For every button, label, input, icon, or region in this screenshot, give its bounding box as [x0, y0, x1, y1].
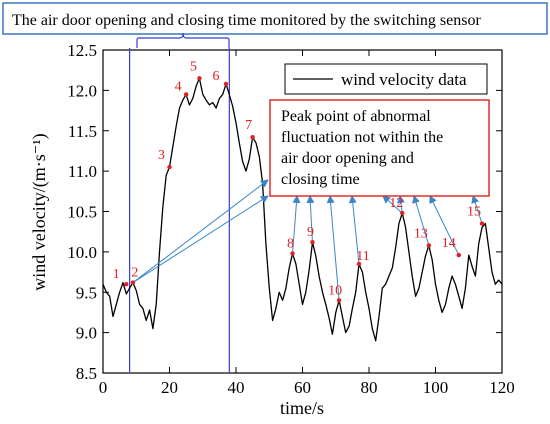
peak-marker-4: [183, 92, 189, 97]
callout-arrow-8: [292, 195, 301, 254]
callout-line-2: fluctuation not within the: [281, 129, 443, 146]
peak-label-6: 6: [213, 69, 220, 84]
callout-arrow-11: [348, 195, 360, 265]
top-note-text: The air door opening and closing time mo…: [12, 12, 481, 29]
peak-marker-2: [130, 280, 136, 285]
peak-marker-3: [167, 164, 172, 170]
callout-arrow-2: [132, 195, 269, 283]
peak-marker-14: [456, 252, 461, 258]
axis-ticks: 0 20 40 60 80 100 120 8.5 9.0 9.5 10.0 10.5 11.0 11.5…: [67, 41, 515, 397]
callout-line-4: closing time: [281, 171, 360, 188]
callout-arrow-13: [412, 195, 430, 246]
y-tick-label: 9.0: [76, 324, 97, 343]
peak-marker-15: [479, 221, 485, 226]
peak-marker-10: [336, 298, 342, 303]
x-tick-label: 80: [361, 378, 378, 397]
door-window-bracket: [136, 32, 230, 48]
peak-label-14: 14: [442, 236, 456, 251]
callout-line-1: Peak point of abnormal: [281, 108, 431, 125]
legend-label: wind velocity data: [341, 70, 467, 89]
x-tick-label: 40: [228, 378, 245, 397]
top-note-box: [2, 2, 548, 35]
peak-marker-8: [290, 251, 295, 256]
peak-marker-1: [124, 281, 129, 287]
y-tick-label: 9.5: [76, 283, 97, 302]
callout-arrow-14: [429, 195, 460, 256]
peak-label-13: 13: [414, 226, 428, 241]
callout-box: [269, 99, 490, 197]
callout-arrow-12: [396, 195, 405, 214]
y-axis-title: wind velocity/(m·s⁻¹): [29, 133, 50, 290]
peak-label-10: 10: [328, 283, 342, 298]
x-axis-title: time/s: [280, 398, 324, 418]
peak-marker-9: [310, 239, 315, 245]
peak-marker-6: [223, 81, 229, 87]
y-tick-label: 11.0: [68, 162, 97, 181]
peak-marker-11: [356, 261, 362, 267]
peak-label-5: 5: [190, 59, 197, 74]
x-tick-label: 20: [161, 378, 178, 397]
x-tick-label: 120: [489, 378, 515, 397]
y-tick-label: 10.5: [67, 203, 97, 222]
peak-label-3: 3: [158, 148, 165, 163]
peak-label-15: 15: [467, 205, 481, 220]
peak-label-4: 4: [175, 79, 182, 94]
peak-label-9: 9: [307, 225, 314, 240]
callout-arrow-15: [471, 195, 483, 224]
y-tick-label: 8.5: [76, 364, 97, 383]
callout-arrow-2: [132, 179, 269, 283]
peak-label-1: 1: [113, 267, 120, 282]
callout-arrow-9: [306, 195, 315, 243]
callout-arrow-12: [382, 195, 403, 214]
callout-arrows: [132, 179, 483, 301]
y-tick-label: 10.0: [67, 243, 97, 262]
callout-line-3: air door opening and: [281, 150, 414, 167]
x-tick-label: 60: [294, 378, 311, 397]
peak-label-2: 2: [131, 266, 138, 281]
peak-label-11: 11: [356, 249, 369, 264]
peak-marker-7: [250, 135, 255, 140]
callout-arrow-10: [326, 195, 340, 301]
peak-marker-12: [400, 210, 405, 216]
y-tick-label: 12.5: [67, 41, 97, 60]
peak-marker-5: [197, 76, 202, 81]
peak-label-7: 7: [245, 118, 252, 133]
x-tick-label: 100: [423, 378, 449, 397]
y-tick-label: 12.0: [67, 81, 97, 100]
peak-label-12: 12: [389, 196, 403, 211]
x-tick-label: 0: [99, 378, 108, 397]
y-tick-label: 11.5: [68, 122, 97, 141]
peak-marker-13: [426, 243, 432, 248]
peak-label-8: 8: [287, 236, 294, 251]
